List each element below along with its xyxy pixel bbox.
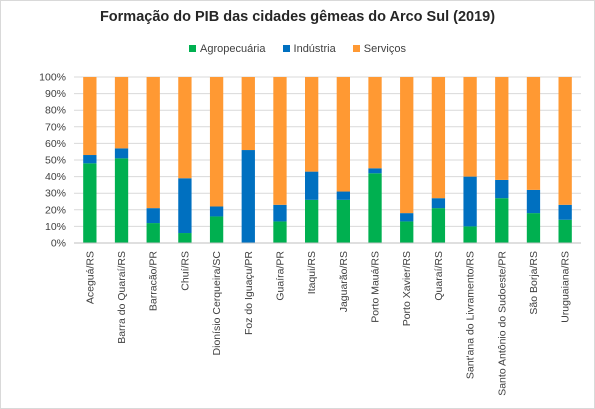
bar-segment [495, 198, 509, 243]
legend-label-agropecuaria: Agropecuária [200, 43, 266, 55]
bar-segment [463, 77, 477, 177]
x-tick-label: Chuí/RS [179, 251, 191, 291]
legend-item-agropecuaria: Agropecuária [189, 43, 265, 55]
bar-segment [241, 77, 255, 151]
y-tick-label: 10% [45, 221, 66, 233]
bar-segment [495, 179, 509, 199]
legend-item-industria: Indústria [282, 43, 336, 55]
bar-segment [431, 198, 446, 209]
x-tick-label: Dionísio Cerqueira/SC [211, 251, 223, 356]
bar-segment [526, 77, 541, 190]
x-tick-label: Santo Antônio do Sudoeste/PR [496, 251, 508, 396]
bar-segment [336, 191, 350, 200]
y-tick-label: 90% [45, 88, 66, 100]
bar-segment [558, 219, 572, 243]
bar-segment [305, 77, 319, 172]
bar-segment [241, 150, 255, 243]
bar-segment [495, 77, 509, 180]
bar-segment [400, 221, 414, 243]
y-tick-label: 70% [45, 121, 66, 133]
x-tick-label: Foz do Iguaçu/PR [243, 251, 255, 335]
y-tick-label: 40% [45, 171, 66, 183]
bar-segment [273, 77, 287, 205]
legend-item-servicos: Serviços [352, 43, 406, 55]
y-tick-label: 80% [45, 105, 66, 117]
x-tick-label: Porto Xavier/RS [401, 251, 413, 326]
y-tick-label: 50% [45, 155, 66, 167]
bar-segment [209, 216, 224, 243]
bar-segment [114, 158, 129, 243]
bar-segment [526, 189, 541, 214]
bar-segment [178, 178, 192, 234]
bar-segment [305, 199, 319, 243]
bar-segment [368, 168, 382, 174]
bar-segment [146, 223, 160, 243]
bar-segment [209, 206, 224, 217]
x-tick-label: Itaqui/RS [306, 251, 318, 294]
bar-segment [368, 77, 382, 169]
bar-segment [178, 233, 192, 243]
x-tick-label: Aceguá/RS [84, 251, 96, 304]
x-tick-label: Guaíra/PR [274, 251, 286, 301]
bar-segment [558, 204, 572, 220]
x-tick-label: São Borja/RS [528, 251, 540, 315]
bar-segment [400, 213, 414, 222]
bar-segment [400, 77, 414, 214]
x-tick-label: Quaraí/RS [433, 251, 445, 301]
x-tick-label: Porto Mauá/RS [370, 251, 382, 323]
bar-segment [273, 204, 287, 222]
legend-label-industria: Indústria [293, 43, 336, 55]
bar-segment [526, 213, 541, 243]
bar-segment [463, 226, 477, 243]
chart-title: Formação do PIB das cidades gêmeas do Ar… [99, 9, 496, 25]
bar-segment [83, 163, 97, 243]
bar-segment [558, 77, 572, 205]
bar-segment [336, 199, 350, 243]
y-tick-label: 60% [45, 138, 66, 150]
y-tick-label: 30% [45, 188, 66, 200]
y-tick-label: 20% [45, 204, 66, 216]
bar-segment [146, 77, 160, 209]
chart-legend: Agropecuária Indústria Serviços [1, 43, 594, 55]
x-tick-label: Barra do Quaraí/RS [116, 251, 128, 344]
x-tick-label: Sant'ana do Livramento/RS [465, 251, 477, 379]
x-tick-label: Barracão/PR [148, 251, 160, 312]
x-tick-label: Uruguaiana/RS [560, 251, 572, 323]
legend-swatch-agropecuaria [189, 45, 197, 52]
bar-segment [431, 208, 446, 243]
legend-label-servicos: Serviços [363, 43, 406, 55]
bar-segment [305, 171, 319, 200]
legend-swatch-industria [282, 45, 290, 52]
bar-segment [146, 208, 160, 224]
bar-segment [114, 148, 129, 159]
bar-segment [178, 77, 192, 179]
bar-segment [431, 77, 446, 199]
y-tick-label: 100% [39, 72, 66, 84]
x-tick-label: Jaguarão/RS [338, 251, 350, 312]
y-tick-label: 0% [51, 238, 66, 250]
bar-segment [463, 176, 477, 227]
bar-segment [114, 77, 129, 149]
bar-segment [336, 77, 350, 192]
legend-swatch-servicos [352, 45, 360, 52]
bar-segment [83, 77, 97, 156]
bar-segment [368, 173, 382, 243]
bar-segment [209, 77, 224, 207]
bar-segment [273, 221, 287, 243]
bar-segment [83, 155, 97, 164]
